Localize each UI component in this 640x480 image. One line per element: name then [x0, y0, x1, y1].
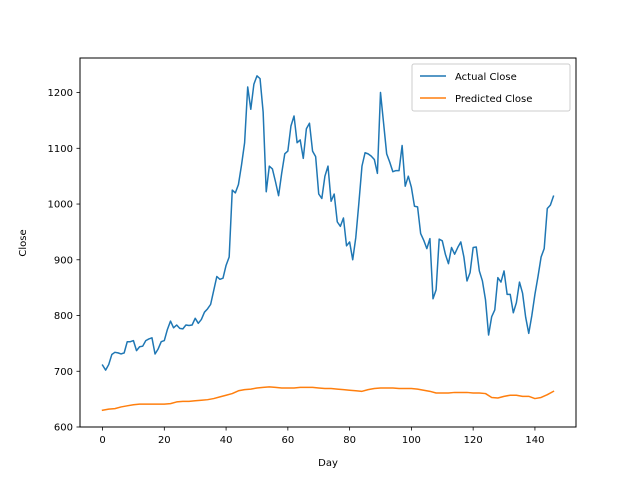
series-line-predicted-close	[101, 386, 555, 412]
y-tick-label: 600	[54, 423, 73, 434]
legend-label-actual: Actual Close	[455, 72, 517, 83]
y-axis-ticks: 600 700 800 900 1000 1100 1200	[48, 88, 80, 434]
y-tick-label: 800	[54, 311, 73, 322]
y-tick-label: 700	[54, 367, 73, 378]
x-tick-label: 100	[402, 435, 421, 446]
legend-label-predicted: Predicted Close	[455, 94, 532, 105]
legend: Actual Close Predicted Close	[411, 63, 571, 112]
x-tick-label: 0	[99, 435, 105, 446]
x-tick-label: 140	[525, 435, 544, 446]
y-axis-label: Close	[18, 229, 29, 256]
plot-area-frame	[79, 57, 577, 428]
y-tick-label: 1200	[48, 88, 73, 99]
plot-lines	[101, 75, 555, 412]
x-tick-label: 40	[220, 435, 233, 446]
x-tick-label: 120	[464, 435, 483, 446]
x-axis-label: Day	[318, 458, 338, 469]
legend-box	[411, 63, 571, 112]
x-tick-label: 80	[343, 435, 356, 446]
series-line-actual-close	[101, 75, 555, 371]
y-tick-label: 1100	[48, 144, 73, 155]
x-axis-ticks: 0 20 40 60 80 100 120 140	[99, 427, 544, 446]
y-tick-label: 1000	[48, 200, 73, 211]
x-tick-label: 60	[281, 435, 294, 446]
x-tick-label: 20	[158, 435, 171, 446]
y-tick-label: 900	[54, 255, 73, 266]
